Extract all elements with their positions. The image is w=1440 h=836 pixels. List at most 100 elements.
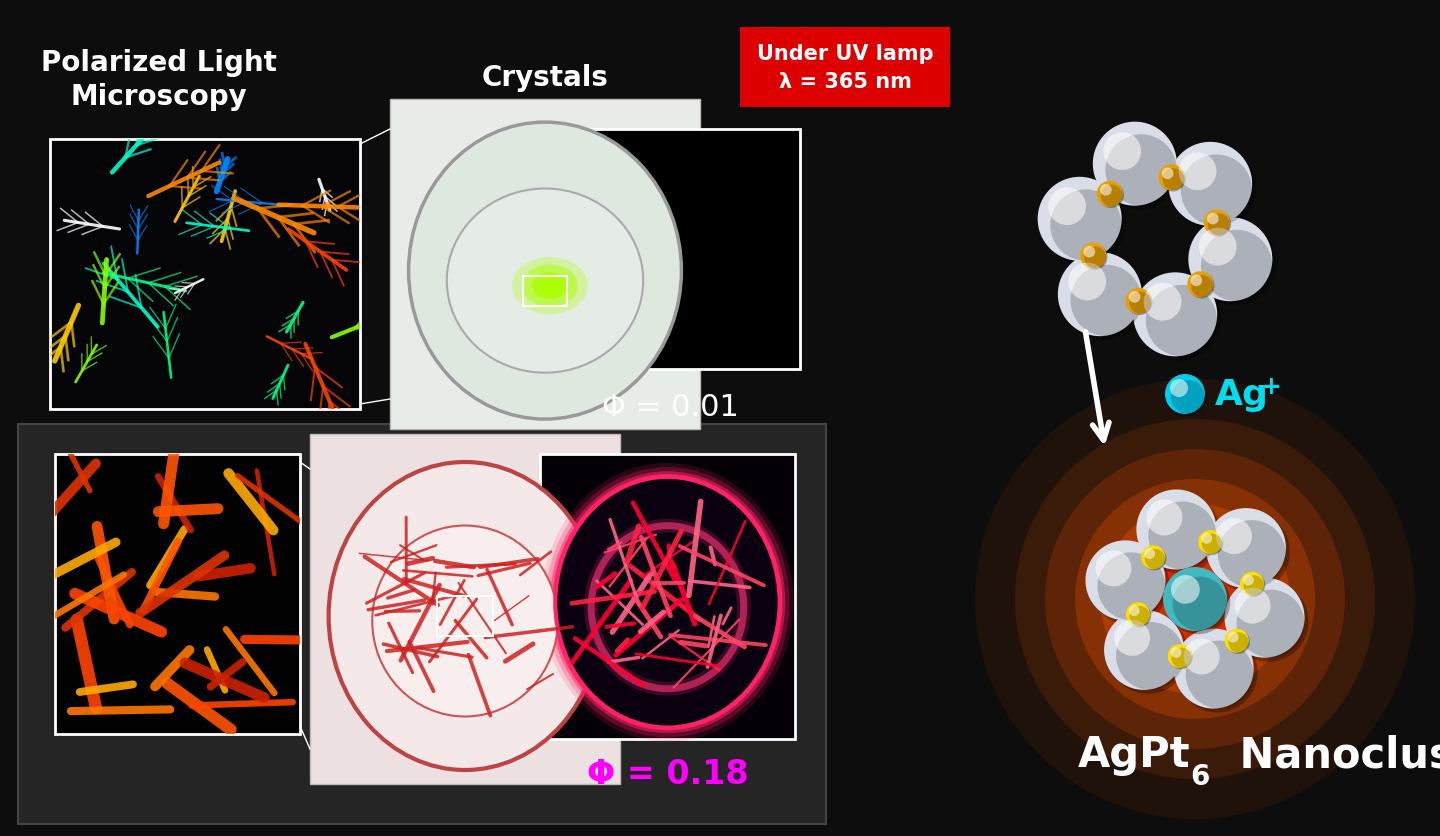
Circle shape xyxy=(1103,133,1140,171)
Circle shape xyxy=(1140,494,1220,573)
Circle shape xyxy=(1208,214,1230,236)
Circle shape xyxy=(1168,143,1253,227)
Circle shape xyxy=(1244,576,1264,596)
Text: Φ = 0.18: Φ = 0.18 xyxy=(586,757,749,791)
Circle shape xyxy=(1063,257,1146,341)
Circle shape xyxy=(1115,620,1151,656)
Circle shape xyxy=(1205,212,1231,237)
Circle shape xyxy=(1166,376,1207,416)
Circle shape xyxy=(1146,286,1217,357)
Circle shape xyxy=(1215,518,1251,554)
Bar xyxy=(540,455,795,739)
Circle shape xyxy=(1130,534,1260,665)
Circle shape xyxy=(1100,504,1290,694)
Circle shape xyxy=(1198,530,1223,554)
Circle shape xyxy=(1228,632,1238,643)
Circle shape xyxy=(1097,181,1123,207)
Circle shape xyxy=(1225,629,1248,653)
Circle shape xyxy=(1243,575,1254,586)
Circle shape xyxy=(1192,222,1276,306)
Circle shape xyxy=(1090,545,1169,624)
Circle shape xyxy=(1188,273,1214,299)
Ellipse shape xyxy=(513,257,588,314)
Circle shape xyxy=(1172,577,1227,631)
Bar xyxy=(436,596,492,636)
Circle shape xyxy=(1100,186,1123,207)
Circle shape xyxy=(1181,155,1253,227)
Circle shape xyxy=(1240,572,1264,596)
Circle shape xyxy=(1143,283,1181,321)
Circle shape xyxy=(1228,633,1248,653)
Circle shape xyxy=(1178,633,1257,713)
Circle shape xyxy=(1145,549,1165,569)
Text: +: + xyxy=(1260,375,1280,399)
Circle shape xyxy=(1145,548,1155,559)
Circle shape xyxy=(1169,645,1192,670)
Text: 6: 6 xyxy=(1189,762,1210,790)
Circle shape xyxy=(1204,210,1230,236)
Text: Under UV lamp
λ = 365 nm: Under UV lamp λ = 365 nm xyxy=(756,44,933,92)
Circle shape xyxy=(1148,502,1217,570)
Bar xyxy=(523,276,567,306)
Bar xyxy=(17,425,827,824)
Circle shape xyxy=(1201,533,1212,544)
Circle shape xyxy=(1110,514,1280,684)
Circle shape xyxy=(1185,640,1254,709)
Circle shape xyxy=(1068,263,1106,301)
Circle shape xyxy=(1166,570,1230,635)
Ellipse shape xyxy=(373,526,557,716)
Circle shape xyxy=(1116,622,1184,690)
Circle shape xyxy=(1165,375,1205,415)
Circle shape xyxy=(1191,275,1202,287)
Circle shape xyxy=(1126,290,1153,316)
Circle shape xyxy=(1202,534,1223,554)
Circle shape xyxy=(1129,606,1151,626)
Circle shape xyxy=(1224,578,1305,658)
Circle shape xyxy=(1100,185,1112,196)
Circle shape xyxy=(1159,165,1185,191)
Circle shape xyxy=(1200,228,1237,266)
Circle shape xyxy=(1015,420,1375,779)
Ellipse shape xyxy=(531,273,567,300)
Ellipse shape xyxy=(409,123,681,420)
Circle shape xyxy=(1174,629,1254,709)
Circle shape xyxy=(1171,647,1181,658)
Circle shape xyxy=(975,380,1416,819)
Circle shape xyxy=(1104,610,1184,690)
Circle shape xyxy=(1187,272,1214,298)
Circle shape xyxy=(1207,213,1218,225)
Circle shape xyxy=(1142,547,1166,571)
Circle shape xyxy=(1138,278,1221,361)
Circle shape xyxy=(1184,639,1220,675)
Circle shape xyxy=(1172,147,1256,231)
Circle shape xyxy=(1133,273,1217,357)
Circle shape xyxy=(1093,123,1176,206)
Circle shape xyxy=(1045,450,1345,749)
Circle shape xyxy=(1058,252,1142,337)
Ellipse shape xyxy=(556,477,779,727)
Circle shape xyxy=(1126,603,1151,626)
Circle shape xyxy=(1136,490,1217,570)
Circle shape xyxy=(1084,247,1106,269)
Circle shape xyxy=(1128,604,1151,628)
Circle shape xyxy=(1171,380,1205,415)
Circle shape xyxy=(1083,247,1096,258)
Bar xyxy=(390,99,700,430)
Circle shape xyxy=(1159,166,1187,192)
Circle shape xyxy=(1179,153,1217,191)
Circle shape xyxy=(1142,546,1165,569)
Circle shape xyxy=(1076,479,1315,719)
Circle shape xyxy=(1109,614,1188,694)
Bar xyxy=(740,28,950,108)
Circle shape xyxy=(1038,177,1122,262)
Circle shape xyxy=(1205,508,1286,589)
Circle shape xyxy=(1191,276,1214,298)
Circle shape xyxy=(1237,590,1305,658)
Circle shape xyxy=(1070,266,1142,337)
Ellipse shape xyxy=(328,462,602,770)
Circle shape xyxy=(1171,575,1200,604)
Circle shape xyxy=(1200,532,1224,555)
Circle shape xyxy=(1129,293,1152,314)
Circle shape xyxy=(1225,630,1250,654)
Circle shape xyxy=(1097,553,1165,620)
